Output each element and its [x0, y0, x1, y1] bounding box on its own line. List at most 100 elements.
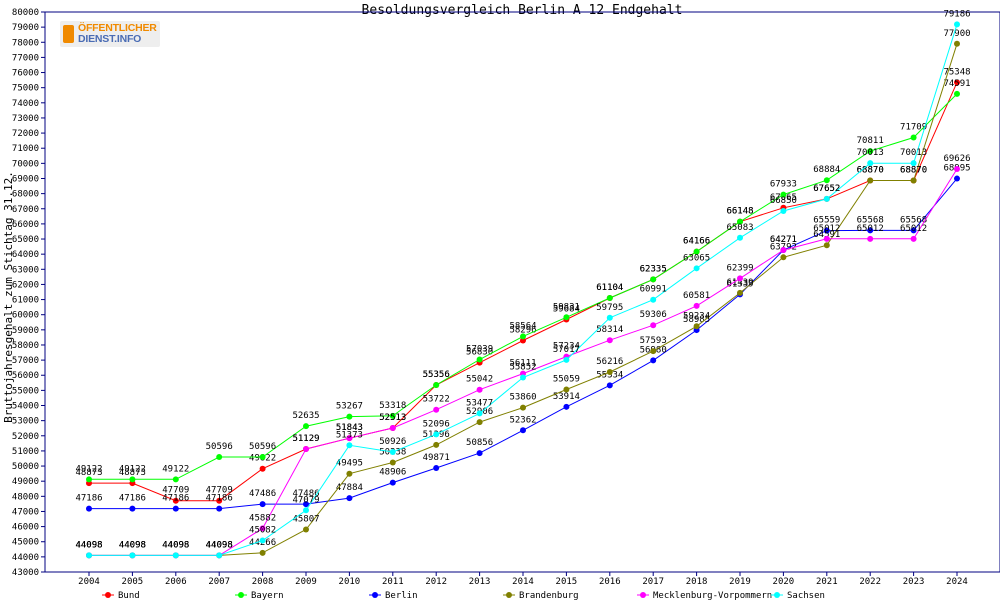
- y-tick-label: 51000: [12, 447, 39, 457]
- data-point: [129, 505, 136, 512]
- y-tick-label: 77000: [12, 53, 39, 63]
- data-point: [389, 449, 396, 456]
- data-point: [433, 465, 440, 472]
- data-point: [910, 177, 917, 184]
- data-label: 49871: [423, 453, 450, 463]
- data-label: 65568: [857, 215, 884, 225]
- series-bayern: 49122 49122 49122 50596 50596 52635 53267 53318…: [75, 79, 971, 483]
- data-label: 45082: [249, 525, 276, 535]
- legend-marker: [372, 592, 378, 598]
- data-point: [259, 501, 266, 508]
- data-label: 68870: [857, 165, 884, 175]
- data-point: [520, 427, 526, 434]
- y-tick-label: 67000: [12, 205, 39, 215]
- data-point: [86, 505, 92, 512]
- legend-marker: [640, 592, 646, 598]
- data-label: 70013: [857, 148, 884, 158]
- data-label: 51129: [292, 434, 319, 444]
- data-label: 68870: [900, 165, 927, 175]
- x-tick-label: 2004: [78, 577, 100, 587]
- x-tick-label: 2023: [903, 577, 925, 587]
- data-point: [346, 413, 353, 420]
- data-label: 59684: [553, 304, 580, 314]
- x-tick-label: 2009: [295, 577, 317, 587]
- data-point: [650, 357, 657, 364]
- x-tick-label: 2011: [382, 577, 404, 587]
- data-label: 44098: [206, 540, 233, 550]
- data-label: 53318: [379, 401, 406, 411]
- data-point: [563, 386, 570, 393]
- data-point: [259, 537, 266, 544]
- data-point: [303, 507, 309, 514]
- data-label: 62335: [640, 264, 667, 274]
- data-label: 58985: [683, 315, 710, 325]
- data-label: 67065: [770, 193, 797, 203]
- data-label: 51129: [292, 434, 319, 444]
- legend-marker: [774, 592, 780, 598]
- y-tick-label: 68000: [12, 190, 39, 200]
- data-label: 65559: [813, 216, 840, 226]
- y-tick-label: 56000: [12, 371, 39, 381]
- data-label: 60581: [683, 291, 710, 301]
- logo-line-2: DIENST.INFO: [78, 33, 142, 45]
- data-label: 75348: [943, 67, 970, 77]
- data-label: 47186: [162, 494, 189, 504]
- data-label: 66850: [770, 196, 797, 206]
- data-label: 47186: [75, 494, 102, 504]
- y-tick-label: 53000: [12, 417, 39, 427]
- data-label: 44098: [206, 540, 233, 550]
- data-label: 44098: [119, 540, 146, 550]
- data-point: [216, 505, 223, 512]
- y-tick-label: 52000: [12, 432, 39, 442]
- data-point: [259, 525, 266, 532]
- data-label: 68884: [813, 165, 840, 175]
- data-point: [910, 235, 917, 242]
- logo-line-1: ÖFFENTLICHER: [78, 22, 157, 34]
- data-label: 52635: [292, 411, 319, 421]
- data-point: [303, 445, 309, 452]
- series-line: [89, 82, 958, 502]
- data-point: [259, 454, 266, 461]
- data-point: [606, 382, 613, 389]
- data-point: [172, 552, 179, 559]
- x-axis: 2004 2005 2006 2007 2008 2009 2010 2011 2012 2013…: [78, 572, 968, 587]
- data-label: 53477: [466, 398, 493, 408]
- y-tick-label: 66000: [12, 220, 39, 230]
- y-tick-label: 69000: [12, 174, 39, 184]
- data-point: [606, 368, 613, 375]
- data-label: 56111: [509, 359, 536, 369]
- data-label: 44098: [206, 540, 233, 550]
- series-bund: 4887348873477094770949822511295184352513…: [75, 67, 971, 504]
- data-point: [172, 476, 179, 483]
- data-point: [737, 275, 743, 282]
- data-label: 44098: [162, 540, 189, 550]
- data-label: 47709: [206, 486, 233, 496]
- data-point: [389, 425, 396, 432]
- data-label: 61104: [596, 283, 623, 293]
- data-label: 52513: [379, 413, 406, 423]
- data-point: [303, 423, 309, 430]
- data-label: 47884: [336, 483, 363, 493]
- data-label: 58564: [509, 321, 536, 331]
- data-point: [433, 441, 440, 448]
- data-point: [389, 459, 396, 466]
- data-label: 64271: [770, 235, 797, 245]
- data-label: 55059: [553, 374, 580, 384]
- data-label: 50856: [466, 438, 493, 448]
- y-tick-label: 57000: [12, 356, 39, 366]
- data-label: 68870: [900, 165, 927, 175]
- y-tick-label: 55000: [12, 386, 39, 396]
- legend-label: Bayern: [251, 591, 284, 600]
- x-tick-label: 2012: [425, 577, 447, 587]
- series-layer: 4887348873477094770949822511295184352513…: [75, 9, 971, 559]
- data-point: [780, 208, 787, 215]
- data-point: [216, 552, 223, 559]
- data-label: 56830: [466, 348, 493, 358]
- data-point: [172, 505, 179, 512]
- data-point: [693, 248, 700, 255]
- data-point: [216, 454, 223, 461]
- data-label: 59831: [553, 302, 580, 312]
- data-label: 49122: [75, 464, 102, 474]
- data-label: 65083: [726, 223, 753, 233]
- data-label: 44098: [162, 540, 189, 550]
